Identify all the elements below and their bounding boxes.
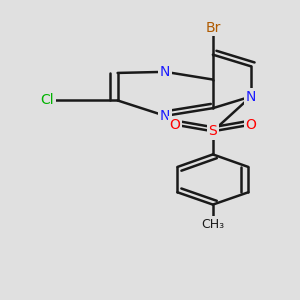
- Text: Cl: Cl: [40, 94, 54, 107]
- Text: O: O: [169, 118, 180, 132]
- Text: N: N: [246, 89, 256, 103]
- Text: CH₃: CH₃: [201, 218, 224, 231]
- Text: S: S: [208, 124, 217, 138]
- Text: O: O: [245, 118, 256, 132]
- Text: Br: Br: [205, 21, 220, 35]
- Text: N: N: [160, 65, 170, 79]
- Text: N: N: [160, 109, 170, 123]
